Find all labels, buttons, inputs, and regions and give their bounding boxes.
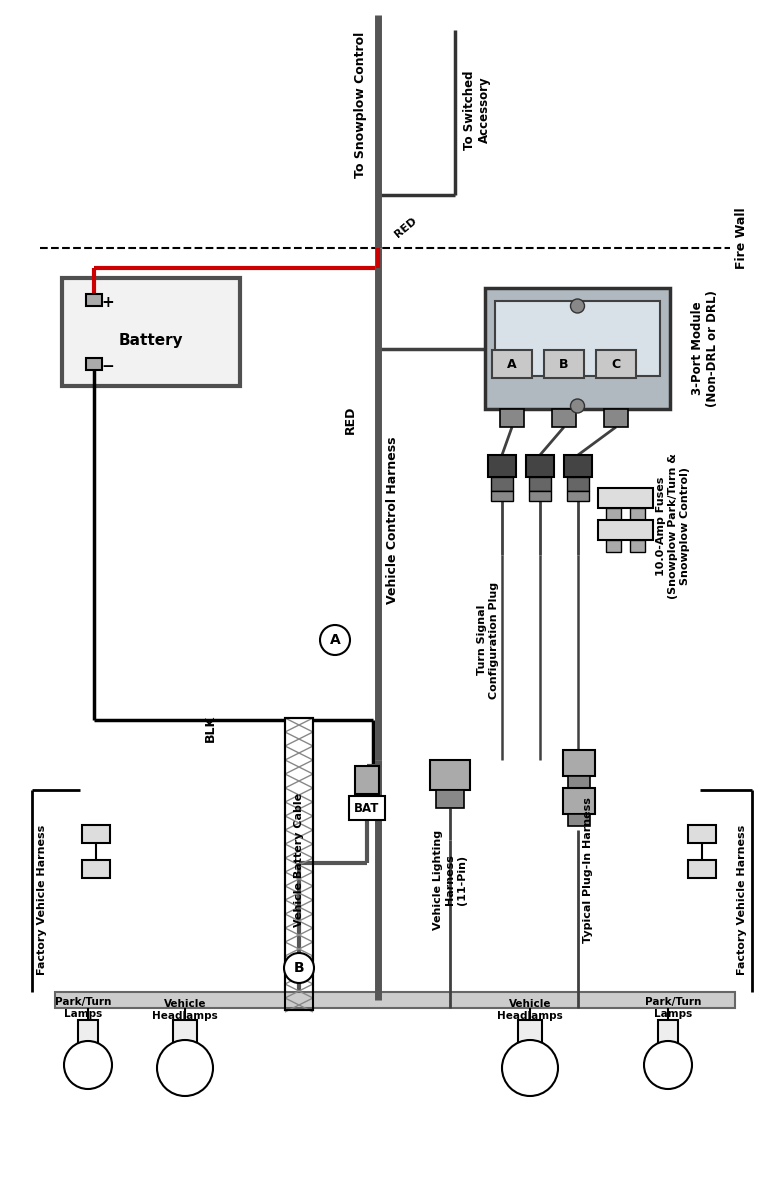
Text: +: + — [102, 295, 114, 309]
Text: A: A — [508, 358, 517, 371]
Text: Factory Vehicle Harness: Factory Vehicle Harness — [37, 825, 47, 976]
Bar — [529, 477, 551, 491]
Text: 10.0-Amp Fuses
(Snowplow Park/Turn &
Snowplow Control): 10.0-Amp Fuses (Snowplow Park/Turn & Sno… — [656, 453, 690, 599]
Text: Factory Vehicle Harness: Factory Vehicle Harness — [737, 825, 747, 976]
Bar — [430, 760, 470, 790]
Bar — [526, 455, 554, 477]
Text: Fire Wall: Fire Wall — [735, 207, 748, 269]
Text: B: B — [294, 961, 304, 974]
Text: Turn Signal
Configuration Plug: Turn Signal Configuration Plug — [477, 581, 499, 699]
Bar — [563, 789, 595, 815]
Bar — [495, 301, 660, 377]
Text: To Switched
Accessory: To Switched Accessory — [463, 70, 491, 149]
Bar — [552, 408, 576, 427]
Bar — [86, 358, 102, 371]
Bar — [488, 455, 516, 477]
Text: RED: RED — [393, 215, 419, 240]
Circle shape — [284, 953, 314, 983]
Circle shape — [644, 1041, 692, 1089]
Bar — [567, 477, 589, 491]
Bar — [491, 491, 513, 501]
Bar — [598, 520, 653, 540]
Text: RED: RED — [343, 406, 357, 435]
Text: −: − — [102, 359, 114, 373]
Bar — [529, 491, 551, 501]
Circle shape — [64, 1041, 112, 1089]
Text: Typical Plug-In Harness: Typical Plug-In Harness — [583, 797, 593, 942]
Bar — [78, 1019, 98, 1048]
Text: Vehicle
Headlamps: Vehicle Headlamps — [497, 999, 563, 1021]
Bar — [55, 992, 735, 1008]
Bar — [630, 508, 645, 520]
Bar — [285, 718, 313, 1010]
Text: Vehicle
Headlamps: Vehicle Headlamps — [152, 999, 218, 1021]
Bar — [436, 790, 464, 807]
Bar — [518, 1019, 542, 1050]
Bar — [86, 294, 102, 305]
Bar — [606, 508, 621, 520]
Text: To Snowplow Control: To Snowplow Control — [353, 32, 367, 178]
Circle shape — [571, 300, 584, 313]
Text: Vehicle Lighting
Harness
(11-Pin): Vehicle Lighting Harness (11-Pin) — [433, 830, 467, 931]
Bar — [173, 1019, 197, 1050]
Bar — [630, 540, 645, 552]
Bar — [568, 776, 590, 789]
Text: Park/Turn
Lamps: Park/Turn Lamps — [645, 997, 701, 1018]
Text: Vehicle Battery Cable: Vehicle Battery Cable — [294, 793, 304, 927]
Bar — [62, 278, 240, 386]
Circle shape — [502, 1040, 558, 1096]
Bar — [491, 477, 513, 491]
Text: BAT: BAT — [354, 802, 380, 815]
Bar — [688, 860, 716, 879]
Circle shape — [571, 399, 584, 413]
Bar — [82, 825, 110, 843]
Bar — [544, 350, 584, 378]
Circle shape — [157, 1040, 213, 1096]
Text: B: B — [559, 358, 569, 371]
Text: Battery: Battery — [119, 333, 183, 347]
Bar — [688, 825, 716, 843]
Bar — [349, 796, 385, 821]
Text: Park/Turn
Lamps: Park/Turn Lamps — [55, 997, 111, 1018]
Circle shape — [320, 625, 350, 655]
Text: C: C — [612, 358, 621, 371]
Bar — [355, 766, 379, 794]
Bar — [598, 488, 653, 508]
Bar — [563, 749, 595, 776]
Bar — [567, 491, 589, 501]
Bar — [604, 408, 628, 427]
Bar — [606, 540, 621, 552]
Bar — [485, 288, 670, 408]
Bar — [596, 350, 636, 378]
Bar — [492, 350, 532, 378]
Bar — [285, 718, 313, 1010]
Text: 3-Port Module
(Non-DRL or DRL): 3-Port Module (Non-DRL or DRL) — [691, 290, 719, 407]
Bar — [568, 815, 590, 826]
Text: Vehicle Control Harness: Vehicle Control Harness — [386, 436, 399, 604]
Bar — [500, 408, 524, 427]
Bar — [564, 455, 592, 477]
Text: BLK: BLK — [203, 714, 217, 741]
Bar — [82, 860, 110, 879]
Bar — [658, 1019, 678, 1048]
Text: A: A — [330, 633, 340, 646]
